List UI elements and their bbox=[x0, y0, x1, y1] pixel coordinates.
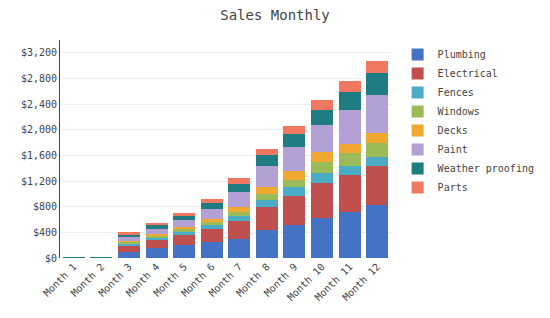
svg-text:Month 10: Month 10 bbox=[285, 261, 327, 303]
svg-text:Month 1: Month 1 bbox=[41, 261, 79, 299]
svg-text:Parts: Parts bbox=[438, 182, 468, 193]
svg-text:Month 2: Month 2 bbox=[69, 261, 107, 299]
svg-text:Month 6: Month 6 bbox=[179, 261, 217, 299]
svg-text:Paint: Paint bbox=[438, 144, 468, 155]
svg-text:$2,400: $2,400 bbox=[21, 99, 57, 110]
svg-text:Windows: Windows bbox=[438, 106, 480, 117]
svg-text:Decks: Decks bbox=[438, 125, 468, 136]
svg-text:$1,200: $1,200 bbox=[21, 176, 57, 187]
svg-text:$800: $800 bbox=[33, 201, 57, 212]
svg-text:$1,600: $1,600 bbox=[21, 150, 57, 161]
svg-text:Month 11: Month 11 bbox=[313, 261, 355, 303]
svg-text:Month 4: Month 4 bbox=[124, 261, 162, 299]
svg-text:Month 5: Month 5 bbox=[151, 261, 189, 299]
svg-text:Sales Monthly: Sales Monthly bbox=[220, 7, 330, 23]
svg-text:Weather proofing: Weather proofing bbox=[438, 163, 534, 174]
svg-text:Fences: Fences bbox=[438, 87, 474, 98]
svg-text:Month 3: Month 3 bbox=[96, 261, 134, 299]
svg-text:Month 8: Month 8 bbox=[234, 261, 272, 299]
svg-text:$2,000: $2,000 bbox=[21, 124, 57, 135]
svg-text:Month 9: Month 9 bbox=[262, 261, 300, 299]
svg-text:Month 12: Month 12 bbox=[340, 261, 382, 303]
svg-text:$3,200: $3,200 bbox=[21, 47, 57, 58]
svg-text:Plumbing: Plumbing bbox=[438, 49, 486, 60]
svg-text:$400: $400 bbox=[33, 227, 57, 238]
svg-text:Electrical: Electrical bbox=[438, 68, 498, 79]
svg-text:Month 7: Month 7 bbox=[207, 261, 245, 299]
svg-text:$2,800: $2,800 bbox=[21, 73, 57, 84]
svg-text:$0: $0 bbox=[45, 253, 57, 264]
